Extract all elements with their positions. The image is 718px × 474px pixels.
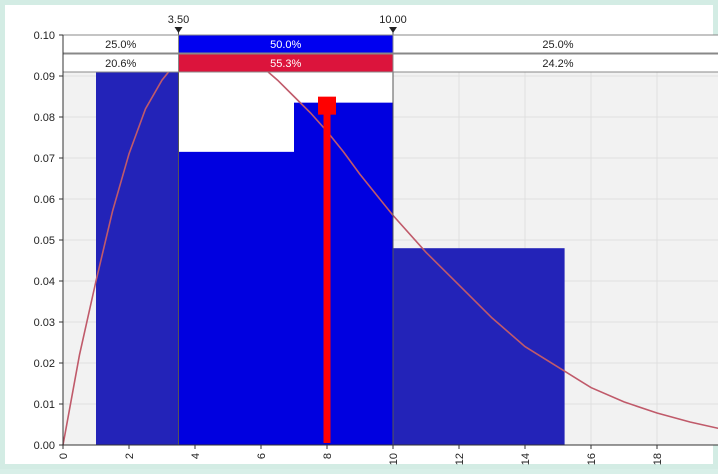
x-tick-label: 8 [322, 453, 334, 459]
histogram-bar [96, 51, 179, 446]
y-tick-label: 0.09 [34, 71, 55, 83]
x-tick-label: 10 [388, 453, 400, 465]
band-right-label: 24.2% [542, 58, 573, 70]
y-tick-label: 0.03 [34, 317, 55, 329]
y-tick-label: 0.00 [34, 440, 55, 452]
y-tick-label: 0.01 [34, 399, 55, 411]
x-tick-label: 14 [520, 453, 532, 465]
histogram-bars [96, 51, 565, 446]
x-tick-label: 12 [454, 453, 466, 465]
delimiter-label: 3.50 [168, 14, 189, 26]
x-tick-label: 0 [58, 453, 70, 459]
marker-head [318, 96, 336, 115]
x-tick-label: 6 [256, 453, 268, 459]
band-right-label: 25.0% [542, 39, 573, 51]
y-tick-label: 0.04 [34, 276, 55, 288]
band-left-label: 25.0% [105, 39, 136, 51]
value-marker [318, 96, 336, 444]
y-axis: 0.00 0.01 0.02 0.03 0.04 0.05 0.06 0.07 0.08 0.09… [34, 30, 64, 452]
x-tick-label: 4 [190, 453, 202, 459]
y-tick-label: 0.07 [34, 153, 55, 165]
band-right [392, 53, 718, 73]
band-left-label: 20.6% [105, 58, 136, 70]
marker-stem [323, 102, 331, 444]
delimiter-arrow [389, 27, 397, 33]
histogram-bar [393, 248, 565, 445]
y-tick-label: 0.08 [34, 112, 55, 124]
band-right [392, 34, 718, 54]
band-middle-label: 50.0% [270, 39, 301, 51]
density-curve [62, 44, 718, 446]
y-tick-label: 0.05 [34, 235, 55, 247]
y-tick-label: 0.02 [34, 358, 55, 370]
y-tick-label: 0.10 [34, 30, 55, 42]
x-tick-label: 16 [586, 453, 598, 465]
delimiter-label: 10.00 [379, 14, 407, 26]
probability-bands: 25.0% 50.0% 25.0% 20.6% 55.3% 24.2% [62, 34, 718, 73]
delimiter-lines: 3.50 10.00 [168, 14, 407, 445]
band-middle-label: 55.3% [270, 58, 301, 70]
x-axis: 02468101214161820 [58, 445, 664, 465]
histogram-bar [178, 151, 294, 445]
delimiter-arrow [174, 27, 183, 33]
x-tick-label: 18 [652, 453, 664, 465]
distribution-chart: 3.50 10.00 25.0% 50.0% 25.0% 20.6% 55.3% 24.2%… [34, 14, 718, 465]
x-tick-label: 2 [124, 453, 136, 459]
y-tick-label: 0.06 [34, 194, 55, 206]
histogram-bar [294, 102, 393, 446]
